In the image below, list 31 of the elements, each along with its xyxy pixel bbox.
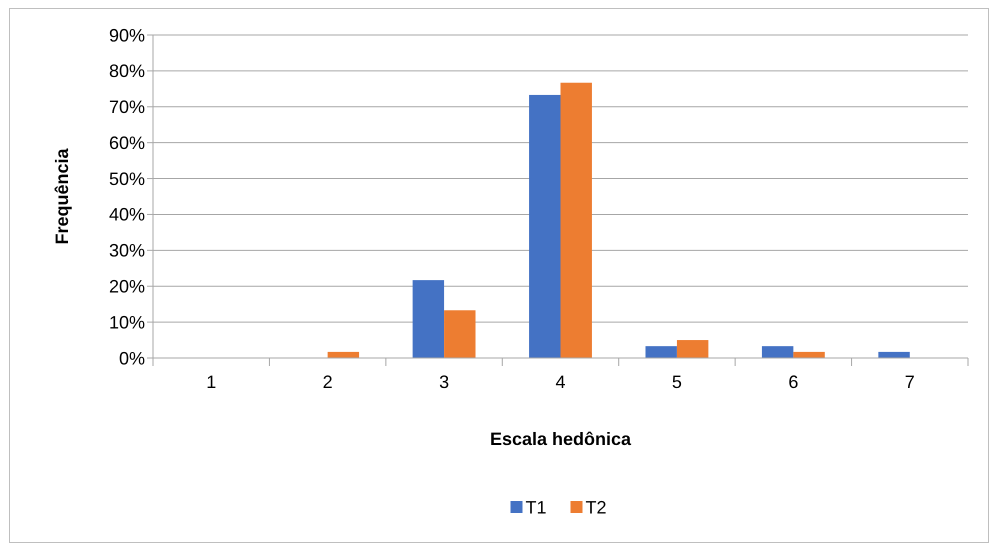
- bar: [412, 280, 444, 358]
- y-tick-label: 50%: [108, 168, 145, 189]
- y-tick-label: 60%: [108, 132, 145, 153]
- bar: [793, 352, 825, 358]
- x-tick-label: 3: [439, 372, 450, 392]
- x-tick-label: 1: [206, 372, 216, 392]
- bar: [444, 310, 476, 358]
- y-tick-label: 70%: [108, 97, 145, 118]
- bar: [328, 352, 360, 358]
- bar: [762, 346, 794, 358]
- y-tick-label: 10%: [108, 312, 145, 332]
- y-tick-label: 40%: [108, 204, 145, 225]
- x-tick-label: 6: [788, 372, 798, 392]
- bar: [529, 94, 560, 358]
- x-axis-title: Escala hedônica: [490, 429, 632, 449]
- bar: [676, 340, 708, 358]
- x-tick-label: 2: [322, 372, 333, 392]
- legend-label: T1: [526, 497, 547, 518]
- y-tick-label: 90%: [108, 25, 145, 46]
- bar: [560, 82, 592, 358]
- legend-label: T2: [586, 497, 607, 518]
- y-tick-label: 80%: [108, 61, 145, 82]
- x-tick-label: 4: [555, 372, 566, 392]
- y-axis-title: Frequência: [52, 147, 72, 245]
- y-tick-label: 0%: [118, 348, 145, 368]
- y-tick-label: 30%: [108, 240, 145, 261]
- x-tick-label: 5: [672, 372, 682, 392]
- x-tick-label: 7: [904, 372, 915, 392]
- bar: [878, 352, 910, 358]
- y-tick-label: 20%: [108, 276, 145, 297]
- bar: [645, 346, 677, 358]
